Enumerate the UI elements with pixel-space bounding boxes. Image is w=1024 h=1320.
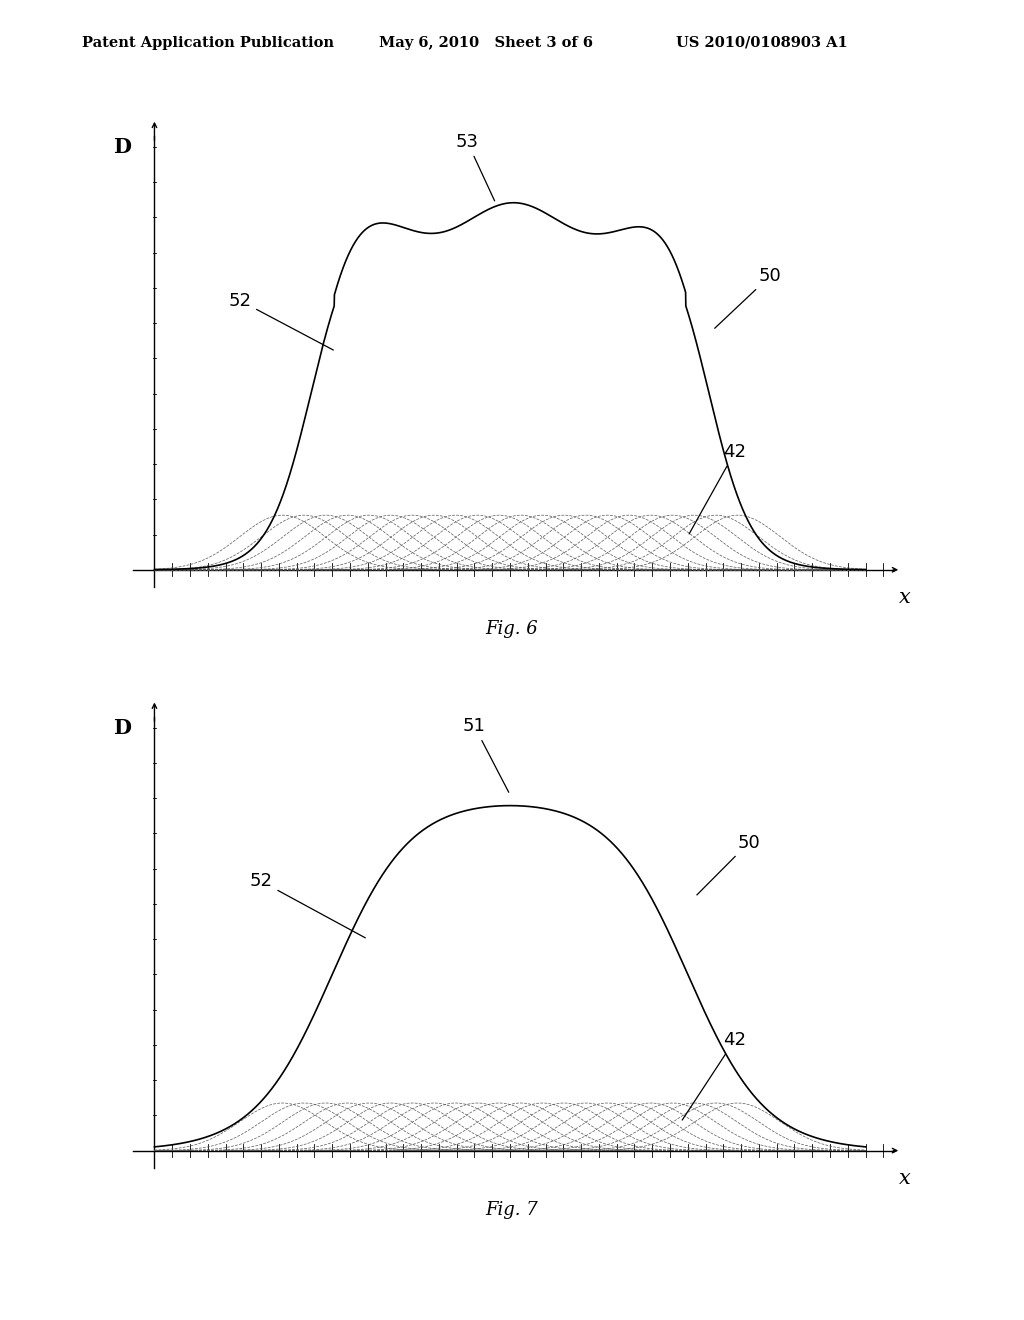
Text: May 6, 2010   Sheet 3 of 6: May 6, 2010 Sheet 3 of 6 <box>379 36 593 50</box>
Text: Fig. 6: Fig. 6 <box>485 620 539 639</box>
Text: 52: 52 <box>228 292 334 350</box>
Text: x: x <box>899 589 910 607</box>
Text: Fig. 7: Fig. 7 <box>485 1201 539 1220</box>
Text: 52: 52 <box>250 873 366 939</box>
Text: D: D <box>114 137 131 157</box>
Text: D: D <box>114 718 131 738</box>
Text: 51: 51 <box>463 717 509 792</box>
Text: Patent Application Publication: Patent Application Publication <box>82 36 334 50</box>
Text: US 2010/0108903 A1: US 2010/0108903 A1 <box>676 36 848 50</box>
Text: 42: 42 <box>682 1031 746 1121</box>
Text: 50: 50 <box>697 833 760 895</box>
Text: 50: 50 <box>715 267 781 329</box>
Text: 53: 53 <box>456 133 495 201</box>
Text: 42: 42 <box>689 444 746 533</box>
Text: x: x <box>899 1170 910 1188</box>
